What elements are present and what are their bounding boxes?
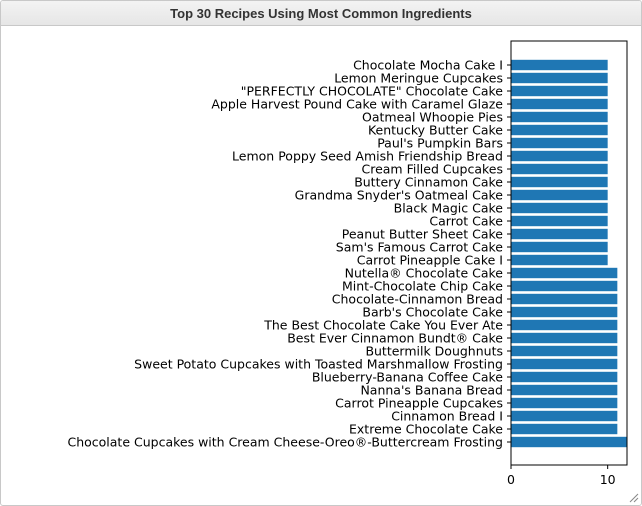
y-tick-label: Apple Harvest Pound Cake with Caramel Gl…	[211, 97, 503, 112]
y-tick-label: Lemon Meringue Cupcakes	[334, 71, 503, 86]
y-tick-label: Best Ever Cinnamon Bundt® Cake	[287, 331, 503, 346]
x-tick-label: 10	[600, 472, 616, 487]
y-tick-label: The Best Chocolate Cake You Ever Ate	[263, 318, 503, 333]
bar	[511, 124, 608, 136]
x-tick-label: 0	[507, 472, 515, 487]
resize-handle-icon[interactable]	[629, 493, 639, 503]
bar	[511, 319, 618, 331]
y-tick-label: Black Magic Cake	[394, 201, 504, 216]
bars-group	[511, 59, 627, 448]
bar	[511, 228, 608, 240]
bar	[511, 163, 608, 175]
bar	[511, 280, 618, 292]
axes-frame	[510, 40, 628, 466]
y-tick-label: Extreme Chocolate Cake	[349, 422, 503, 437]
bar	[511, 306, 618, 318]
bar	[511, 215, 608, 227]
bar	[511, 384, 618, 396]
bar	[511, 241, 608, 253]
bar	[511, 59, 608, 71]
bar	[511, 358, 618, 370]
bar	[511, 436, 627, 448]
bar	[511, 397, 618, 409]
y-tick-label: Chocolate-Cinnamon Bread	[332, 292, 503, 307]
panel-title: Top 30 Recipes Using Most Common Ingredi…	[1, 1, 641, 26]
x-ticks-group: 0 10	[507, 465, 616, 487]
y-tick-label: Chocolate Mocha Cake I	[353, 58, 503, 73]
y-tick-label: Kentucky Butter Cake	[368, 123, 503, 138]
bar	[511, 423, 618, 435]
y-tick-label: Buttermilk Doughnuts	[365, 344, 503, 359]
y-tick-label: Carrot Pineapple Cupcakes	[335, 396, 503, 411]
bar	[511, 137, 608, 149]
bar	[511, 176, 608, 188]
bar	[511, 98, 608, 110]
bar	[511, 85, 608, 97]
y-tick-label: Chocolate Cupcakes with Cream Cheese-Ore…	[67, 435, 503, 450]
y-tick-label: Lemon Poppy Seed Amish Friendship Bread	[232, 149, 503, 164]
bar	[511, 202, 608, 214]
y-tick-label: Blueberry-Banana Coffee Cake	[312, 370, 503, 385]
y-tick-label: "PERFECTLY CHOCOLATE" Chocolate Cake	[241, 84, 504, 99]
bar	[511, 254, 608, 266]
y-tick-label: Grandma Snyder's Oatmeal Cake	[295, 188, 504, 203]
y-tick-label: Nutella® Chocolate Cake	[345, 266, 504, 281]
y-tick-label: Paul's Pumpkin Bars	[377, 136, 503, 151]
bar	[511, 111, 608, 123]
bar	[511, 345, 618, 357]
y-tick-label: Nanna's Banana Bread	[360, 383, 503, 398]
bar	[511, 332, 618, 344]
bar	[511, 293, 618, 305]
y-tick-label: Carrot Pineapple Cake I	[357, 253, 503, 268]
y-tick-label: Sam's Famous Carrot Cake	[336, 240, 504, 255]
bar	[511, 189, 608, 201]
y-tick-label: Cream Filled Cupcakes	[361, 162, 503, 177]
y-tick-label: Buttery Cinnamon Cake	[354, 175, 503, 190]
y-tick-label: Peanut Butter Sheet Cake	[342, 227, 504, 242]
y-tick-label: Mint-Chocolate Chip Cake	[342, 279, 503, 294]
bar	[511, 371, 618, 383]
y-tick-label: Cinnamon Bread I	[391, 409, 503, 424]
y-tick-label: Carrot Cake	[429, 214, 503, 229]
bar	[511, 72, 608, 84]
y-tick-label: Barb's Chocolate Cake	[362, 305, 503, 320]
bar	[511, 410, 618, 422]
y-tick-label: Sweet Potato Cupcakes with Toasted Marsh…	[134, 357, 503, 372]
bar	[511, 267, 618, 279]
y-tick-label: Oatmeal Whoopie Pies	[362, 110, 503, 125]
bar	[511, 150, 608, 162]
